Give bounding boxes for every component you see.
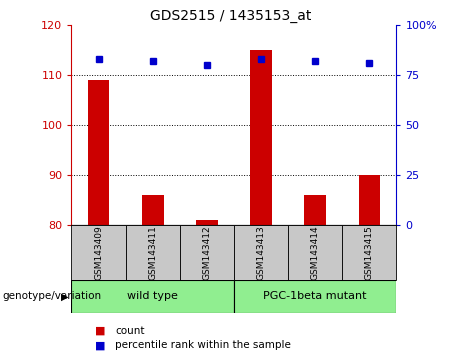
Bar (234, 280, 396, 313)
Bar (304, 195, 326, 225)
Bar (342, 225, 396, 280)
Text: GSM143414: GSM143414 (311, 225, 320, 280)
Text: GSM143409: GSM143409 (94, 225, 103, 280)
Text: GSM143411: GSM143411 (148, 225, 157, 280)
Text: GDS2515 / 1435153_at: GDS2515 / 1435153_at (150, 9, 311, 23)
Bar (125, 225, 180, 280)
Bar (88, 80, 109, 225)
Text: ■: ■ (95, 326, 105, 336)
Bar (250, 50, 272, 225)
Text: ■: ■ (95, 340, 105, 350)
Text: GSM143415: GSM143415 (365, 225, 374, 280)
Text: ▶: ▶ (61, 291, 69, 302)
Bar (359, 175, 380, 225)
Text: wild type: wild type (127, 291, 178, 302)
Bar (71, 225, 125, 280)
Bar (288, 225, 342, 280)
Text: count: count (115, 326, 145, 336)
Bar (180, 225, 234, 280)
Text: percentile rank within the sample: percentile rank within the sample (115, 340, 291, 350)
Text: genotype/variation: genotype/variation (2, 291, 101, 302)
Bar (234, 225, 288, 280)
Bar (196, 220, 218, 225)
Text: GSM143412: GSM143412 (202, 225, 212, 280)
Bar (71, 280, 234, 313)
Bar (142, 195, 164, 225)
Text: PGC-1beta mutant: PGC-1beta mutant (263, 291, 367, 302)
Text: GSM143413: GSM143413 (256, 225, 266, 280)
